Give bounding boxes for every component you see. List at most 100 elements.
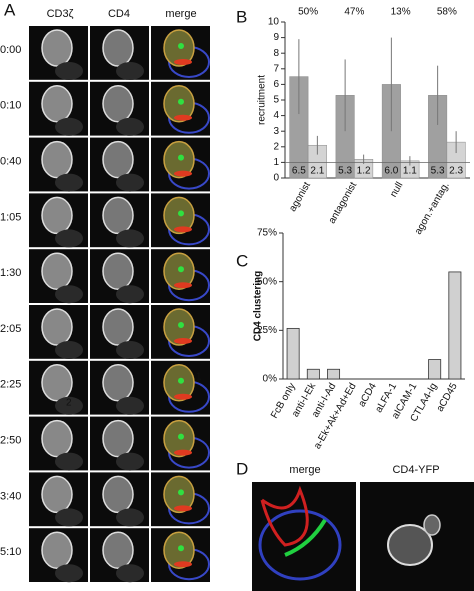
cell	[41, 85, 73, 123]
cell	[102, 531, 134, 569]
y-tick-label: 7	[273, 63, 279, 74]
synapse	[178, 266, 184, 273]
value-label: 5.3	[431, 166, 445, 177]
synapse	[178, 433, 184, 440]
bar	[428, 359, 442, 380]
y-tick-label: 8	[273, 48, 279, 59]
cell	[116, 452, 144, 471]
cell	[55, 452, 83, 471]
value-label: 2.3	[449, 166, 463, 177]
synapse	[174, 561, 192, 568]
marker-label: 1	[196, 371, 202, 382]
cell	[423, 514, 441, 536]
time-label: 0:10	[0, 100, 21, 112]
y-tick-label: 75%	[257, 228, 277, 239]
cell	[116, 341, 144, 359]
cell	[102, 308, 134, 346]
synapse	[174, 226, 192, 233]
cell	[41, 308, 73, 346]
time-label: 1:30	[0, 267, 21, 279]
value-label: 6.5	[292, 166, 306, 177]
value-label: 1.1	[403, 166, 417, 177]
cell	[387, 524, 433, 566]
x-tick-label: agonist	[287, 180, 313, 214]
cell	[102, 85, 134, 123]
panel-label: C	[236, 251, 248, 270]
time-label: 1:05	[0, 211, 21, 223]
x-tick-label: null	[388, 180, 405, 199]
y-axis-label: recruitment	[257, 75, 268, 125]
synapse	[174, 114, 192, 121]
cell	[258, 509, 342, 581]
y-tick-label: 50%	[257, 276, 277, 287]
cell	[55, 229, 83, 248]
cell	[41, 364, 73, 402]
time-label: 2:50	[0, 435, 21, 447]
bar	[327, 368, 341, 380]
y-tick-label: 4	[273, 110, 279, 121]
x-tick-label: antagonist	[327, 180, 360, 226]
annotation: 47%	[344, 7, 364, 18]
value-label: 1.2	[357, 166, 371, 177]
bar	[286, 327, 300, 380]
y-axis-label: CD4 clustering	[253, 271, 264, 342]
synapse	[178, 43, 184, 49]
panel-label: A	[4, 0, 16, 19]
synapse	[174, 393, 192, 400]
cell	[102, 252, 134, 290]
cell	[41, 531, 73, 569]
bar	[448, 271, 462, 380]
annotation: 58%	[437, 7, 457, 18]
cell	[41, 196, 73, 235]
cell	[41, 29, 73, 67]
y-tick-label: 0	[273, 173, 279, 184]
synapse	[174, 170, 192, 177]
cell	[102, 196, 134, 235]
time-label: 0:00	[0, 44, 21, 56]
annotation: 50%	[298, 7, 318, 18]
synapse	[178, 154, 184, 161]
cell	[116, 117, 144, 136]
synapse	[174, 59, 192, 65]
synapse	[174, 338, 192, 344]
cell	[116, 396, 144, 415]
synapse	[178, 210, 184, 217]
y-tick-label: 6	[273, 79, 279, 90]
time-label: 3:40	[0, 490, 21, 502]
synapse	[174, 449, 192, 456]
cell	[102, 29, 134, 67]
time-label: 2:25	[0, 379, 21, 391]
column-header: CD4-YFP	[392, 464, 439, 476]
cell	[55, 341, 83, 359]
x-tick-label: aCD45	[435, 381, 460, 414]
cell	[55, 396, 83, 415]
cell	[102, 475, 134, 514]
cell	[116, 508, 144, 527]
cell	[116, 285, 144, 304]
panel-label: B	[236, 7, 247, 26]
y-tick-label: 3	[273, 126, 279, 137]
synapse	[178, 377, 184, 384]
annotation: 13%	[391, 7, 411, 18]
synapse	[174, 282, 192, 289]
marker-label: 2	[66, 397, 72, 408]
y-tick-label: 10	[268, 17, 280, 28]
cell	[102, 419, 134, 458]
bar	[306, 368, 320, 380]
cell	[116, 229, 144, 248]
synapse	[178, 545, 184, 552]
panel-label: D	[236, 459, 248, 478]
cell	[55, 62, 83, 80]
cell	[102, 140, 134, 179]
cell	[55, 173, 83, 192]
y-tick-label: 5	[273, 95, 279, 106]
cell	[55, 117, 83, 136]
time-label: 2:05	[0, 323, 21, 335]
synapse	[178, 489, 184, 496]
cell	[55, 285, 83, 304]
cell	[55, 564, 83, 583]
value-label: 6.0	[384, 166, 398, 177]
cell	[116, 564, 144, 583]
column-header: merge	[165, 8, 196, 20]
